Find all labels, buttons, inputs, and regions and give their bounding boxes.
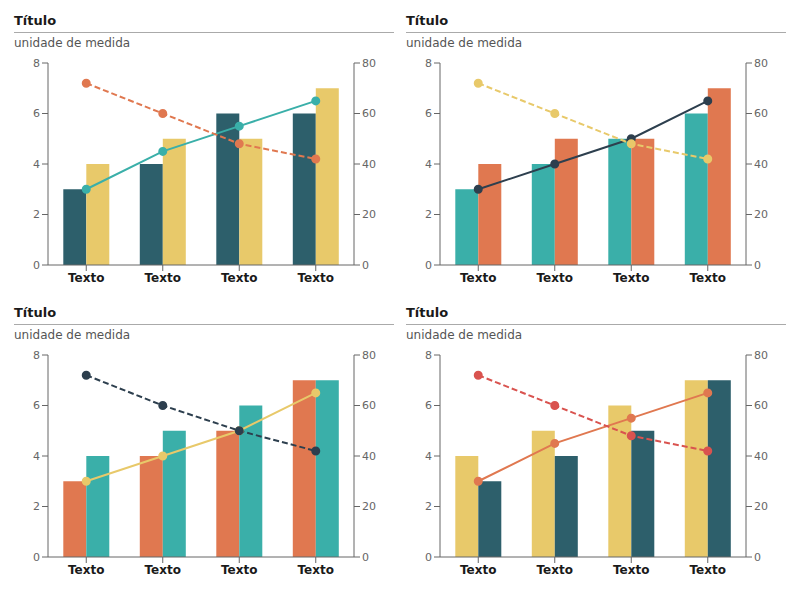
svg-text:20: 20: [362, 208, 376, 221]
svg-text:6: 6: [425, 107, 432, 120]
svg-text:40: 40: [362, 450, 376, 463]
svg-text:Texto: Texto: [221, 271, 257, 285]
svg-text:Texto: Texto: [537, 271, 573, 285]
svg-text:2: 2: [33, 208, 40, 221]
html-text:unidade de medida: unidade de medida: [406, 36, 523, 50]
html-text:Título: Título: [14, 305, 57, 320]
html-text:Título: Título: [406, 305, 449, 320]
svg-text:0: 0: [754, 259, 761, 272]
svg-text:Texto: Texto: [460, 563, 496, 577]
svg-text:Texto: Texto: [690, 271, 726, 285]
html-text:unidade de medida: unidade de medida: [406, 328, 523, 342]
html-text:Título: Título: [406, 13, 449, 28]
svg-text:8: 8: [33, 349, 40, 362]
html-text:Título: Título: [14, 13, 57, 28]
svg-text:Texto: Texto: [613, 271, 649, 285]
svg-text:0: 0: [33, 551, 40, 564]
svg-text:80: 80: [754, 57, 768, 70]
svg-text:Texto: Texto: [221, 563, 257, 577]
svg-text:Texto: Texto: [145, 563, 181, 577]
svg-text:0: 0: [33, 259, 40, 272]
svg-text:Texto: Texto: [460, 271, 496, 285]
svg-text:4: 4: [33, 450, 40, 463]
svg-text:8: 8: [33, 57, 40, 70]
svg-text:40: 40: [362, 158, 376, 171]
svg-text:6: 6: [33, 107, 40, 120]
svg-text:Texto: Texto: [690, 563, 726, 577]
svg-text:Texto: Texto: [145, 271, 181, 285]
svg-text:Texto: Texto: [68, 563, 104, 577]
svg-text:2: 2: [425, 500, 432, 513]
svg-text:60: 60: [754, 399, 768, 412]
svg-text:60: 60: [754, 107, 768, 120]
svg-text:80: 80: [362, 57, 376, 70]
svg-text:6: 6: [425, 399, 432, 412]
svg-text:20: 20: [362, 500, 376, 513]
svg-text:20: 20: [754, 500, 768, 513]
svg-text:4: 4: [425, 450, 432, 463]
svg-text:80: 80: [754, 349, 768, 362]
svg-text:8: 8: [425, 349, 432, 362]
svg-text:0: 0: [425, 551, 432, 564]
svg-text:Texto: Texto: [68, 271, 104, 285]
svg-text:8: 8: [425, 57, 432, 70]
svg-text:Texto: Texto: [298, 271, 334, 285]
html-text:unidade de medida: unidade de medida: [14, 328, 131, 342]
svg-text:20: 20: [754, 208, 768, 221]
svg-text:4: 4: [425, 158, 432, 171]
html-text:unidade de medida: unidade de medida: [14, 36, 131, 50]
svg-text:4: 4: [33, 158, 40, 171]
svg-text:Texto: Texto: [537, 563, 573, 577]
svg-text:Texto: Texto: [613, 563, 649, 577]
svg-text:60: 60: [362, 107, 376, 120]
svg-text:80: 80: [362, 349, 376, 362]
svg-text:Texto: Texto: [298, 563, 334, 577]
svg-text:0: 0: [754, 551, 761, 564]
svg-text:40: 40: [754, 450, 768, 463]
svg-text:6: 6: [33, 399, 40, 412]
svg-text:40: 40: [754, 158, 768, 171]
svg-text:2: 2: [425, 208, 432, 221]
svg-text:0: 0: [362, 551, 369, 564]
svg-text:2: 2: [33, 500, 40, 513]
svg-text:60: 60: [362, 399, 376, 412]
svg-text:0: 0: [362, 259, 369, 272]
svg-text:0: 0: [425, 259, 432, 272]
